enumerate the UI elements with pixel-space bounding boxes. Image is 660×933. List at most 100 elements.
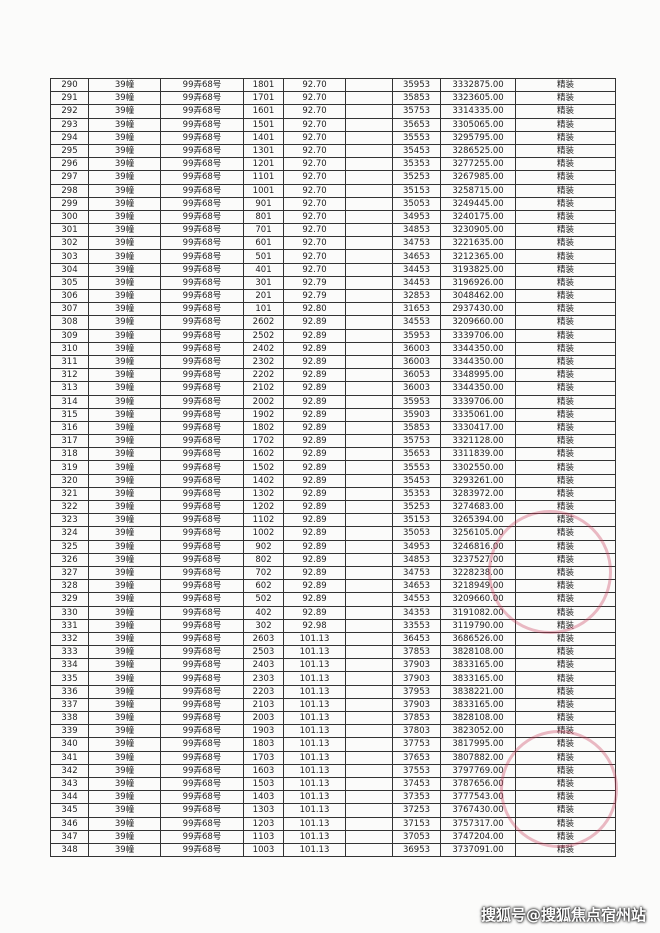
table-cell: 3344350.00 — [440, 381, 516, 396]
table-row: 306 39幢 99弄68号 201 92.79 32853 3048462.00 精装 — [50, 288, 616, 304]
table-cell: 101.13 — [283, 724, 346, 739]
table-cell: 1503 — [243, 776, 284, 792]
table-cell: 2302 — [243, 354, 284, 370]
table-cell: 92.89 — [283, 315, 346, 330]
table-cell: 精装 — [515, 710, 616, 726]
table-cell: 801 — [243, 209, 284, 225]
table-cell: 1703 — [243, 750, 284, 765]
empty-cell — [345, 671, 393, 686]
table-body: 290 39幢 99弄68号 1801 92.70 35953 3332875.00 精装 29… — [50, 77, 616, 858]
table-cell: 295 — [50, 143, 89, 159]
table-cell: 35553 — [392, 460, 441, 475]
table-cell: 3339706.00 — [440, 394, 516, 409]
table-cell: 101.13 — [283, 750, 346, 765]
table-cell: 336 — [50, 684, 89, 699]
table-cell: 36003 — [392, 354, 441, 370]
table-cell: 99弄68号 — [160, 645, 244, 660]
table-cell: 35853 — [392, 420, 441, 436]
table-cell: 3314335.00 — [440, 104, 516, 119]
table-cell: 92.89 — [283, 513, 346, 528]
table-cell: 99弄68号 — [160, 104, 244, 119]
table-cell: 334 — [50, 658, 89, 673]
table-cell: 302 — [50, 236, 89, 251]
table-cell: 331 — [50, 618, 89, 633]
table-cell: 精装 — [515, 645, 616, 660]
table-cell: 37853 — [392, 710, 441, 726]
table-cell: 32853 — [392, 288, 441, 304]
empty-cell — [345, 737, 393, 752]
table-cell: 99弄68号 — [160, 315, 244, 330]
table-cell: 精装 — [515, 420, 616, 436]
table-cell: 101.13 — [283, 816, 346, 831]
table-cell: 3119790.00 — [440, 618, 516, 633]
table-cell: 1802 — [243, 420, 284, 436]
table-row: 319 39幢 99弄68号 1502 92.89 35553 3302550.00 精装 — [50, 460, 616, 475]
table-cell: 92.70 — [283, 77, 346, 93]
table-cell: 3277255.00 — [440, 157, 516, 172]
table-cell: 39幢 — [88, 196, 161, 211]
table-cell: 2402 — [243, 341, 284, 356]
table-cell: 35653 — [392, 447, 441, 462]
table-cell: 99弄68号 — [160, 170, 244, 185]
table-cell: 34753 — [392, 236, 441, 251]
table-row: 309 39幢 99弄68号 2502 92.89 35953 3339706.00 精装 — [50, 328, 616, 343]
table-cell: 3311839.00 — [440, 447, 516, 462]
table-cell: 35903 — [392, 407, 441, 422]
table-cell: 3212365.00 — [440, 249, 516, 264]
table-row: 305 39幢 99弄68号 301 92.79 34453 3196926.00 精装 — [50, 275, 616, 291]
table-cell: 精装 — [515, 394, 616, 409]
empty-cell — [345, 486, 393, 502]
table-cell: 39幢 — [88, 288, 161, 304]
table-cell: 39幢 — [88, 710, 161, 726]
table-cell: 1003 — [243, 842, 284, 858]
table-cell: 335 — [50, 671, 89, 686]
table-cell: 2002 — [243, 394, 284, 409]
table-cell: 293 — [50, 117, 89, 132]
table-cell: 401 — [243, 262, 284, 277]
table-cell: 101.13 — [283, 658, 346, 673]
table-cell: 1803 — [243, 737, 284, 752]
table-cell: 99弄68号 — [160, 117, 244, 132]
table-cell: 3265394.00 — [440, 513, 516, 528]
table-cell: 精装 — [515, 368, 616, 383]
table-cell: 精装 — [515, 262, 616, 277]
table-cell: 精装 — [515, 631, 616, 647]
table-cell: 802 — [243, 552, 284, 567]
table-cell: 92.89 — [283, 394, 346, 409]
table-cell: 3747204.00 — [440, 829, 516, 844]
table-cell: 92.89 — [283, 381, 346, 396]
table-cell: 3828108.00 — [440, 645, 516, 660]
table-cell: 35653 — [392, 117, 441, 132]
watermark: 搜狐号@搜狐焦点宿州站 — [480, 906, 646, 924]
table-cell: 99弄68号 — [160, 407, 244, 422]
table-row: 296 39幢 99弄68号 1201 92.70 35353 3277255.00 精装 — [50, 157, 616, 172]
table-cell: 3838221.00 — [440, 684, 516, 699]
table-cell: 37803 — [392, 724, 441, 739]
empty-cell — [345, 407, 393, 422]
empty-cell — [345, 513, 393, 528]
table-cell: 39幢 — [88, 209, 161, 225]
table-cell: 2937430.00 — [440, 302, 516, 317]
table-cell: 39幢 — [88, 499, 161, 515]
table-cell: 39幢 — [88, 539, 161, 554]
table-row: 307 39幢 99弄68号 101 92.80 31653 2937430.00 精装 — [50, 302, 616, 317]
table-cell: 301 — [50, 223, 89, 238]
empty-cell — [345, 117, 393, 132]
table-row: 332 39幢 99弄68号 2603 101.13 36453 3686526.00 精装 — [50, 631, 616, 647]
empty-cell — [345, 420, 393, 436]
table-cell: 92.70 — [283, 196, 346, 211]
table-cell: 99弄68号 — [160, 618, 244, 633]
table-cell: 342 — [50, 763, 89, 778]
table-cell: 92.70 — [283, 249, 346, 264]
table-cell: 101.13 — [283, 803, 346, 818]
table-cell: 99弄68号 — [160, 262, 244, 277]
empty-cell — [345, 526, 393, 541]
empty-cell — [345, 645, 393, 660]
table-cell: 99弄68号 — [160, 552, 244, 567]
table-cell: 3293261.00 — [440, 473, 516, 488]
empty-cell — [345, 539, 393, 554]
table-cell: 35953 — [392, 77, 441, 93]
table-cell: 39幢 — [88, 579, 161, 594]
table-cell: 3267985.00 — [440, 170, 516, 185]
empty-cell — [345, 658, 393, 673]
